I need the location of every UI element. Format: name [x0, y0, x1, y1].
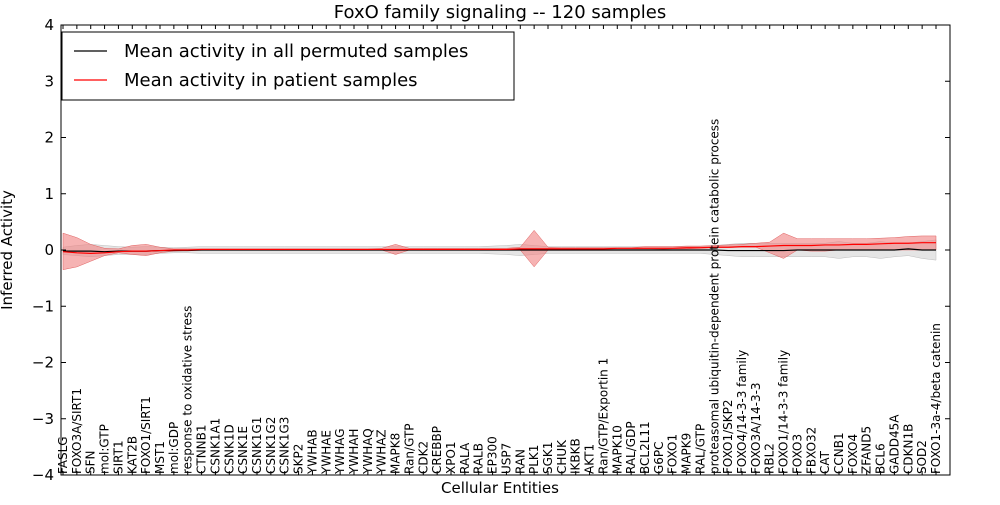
x-category-label: CREBBP: [430, 426, 444, 474]
x-category-label: YWHAB: [305, 429, 319, 475]
x-category-label: CSNK1E: [236, 426, 250, 474]
x-category-label: RALA: [458, 442, 472, 474]
x-category-label: CCNB1: [832, 432, 846, 474]
y-axis-ticks: −4 −3 −2 −1 0 1 2 3 4: [32, 16, 950, 484]
x-category-label: CSNK1D: [222, 424, 236, 474]
x-category-label: SOD2: [915, 440, 929, 474]
x-category-label: FOXO4/14-3-3 family: [735, 350, 749, 474]
x-category-label: KAT2B: [125, 436, 139, 474]
x-category-label: FOXO1/14-3-3 family: [777, 350, 791, 474]
y-tick-label: −4: [32, 466, 54, 484]
x-category-label: YWHAE: [319, 430, 333, 475]
legend-box: [61, 31, 515, 101]
x-category-label: CSNK1G1: [250, 417, 264, 474]
y-tick-label: 4: [44, 16, 54, 34]
x-category-label: RBL2: [763, 443, 777, 474]
y-tick-label: 1: [44, 185, 54, 203]
x-category-label: YWHAH: [347, 429, 361, 475]
x-axis-ticks: [62, 25, 937, 475]
x-category-label: RAL/GDP: [624, 421, 638, 474]
x-category-label: CDK2: [416, 441, 430, 474]
x-category-label: YWHAG: [333, 428, 347, 475]
x-category-label: Ran/GTP: [402, 423, 416, 474]
y-tick-label: −3: [32, 410, 54, 428]
y-tick-label: 2: [44, 129, 54, 147]
x-category-label: mol:GDP: [167, 422, 181, 474]
x-category-label: USP7: [499, 443, 513, 474]
x-category-label: XPO1: [444, 441, 458, 474]
x-category-label: MAPK10: [610, 425, 624, 474]
x-category-label: CHUK: [555, 439, 569, 474]
x-category-label: MAPK9: [680, 433, 694, 474]
y-tick-label: 0: [44, 241, 54, 259]
x-category-label: RAL/GTP: [693, 424, 707, 474]
x-axis-category-labels: FASLG FOXO3A/SIRT1 SFN mol:GTP SIRT1 KAT2B FOX…: [56, 119, 943, 475]
x-category-label: PLK1: [527, 445, 541, 474]
y-tick-label: −1: [32, 297, 54, 315]
x-category-label: CAT: [818, 450, 832, 474]
x-category-label: FOXO1-3a-4/beta catenin: [929, 323, 943, 474]
y-axis-title: Inferred Activity: [0, 190, 16, 310]
x-category-label: SKP2: [292, 444, 306, 474]
x-category-label: FBXO32: [804, 427, 818, 474]
x-category-label: CSNK1A1: [208, 418, 222, 474]
x-category-label: mol:GTP: [98, 424, 112, 474]
x-category-label: MST1: [153, 441, 167, 474]
x-category-label: GADD45A: [887, 414, 901, 474]
x-category-label: CSNK1G2: [264, 417, 278, 474]
legend-label-patient: Mean activity in patient samples: [124, 70, 418, 91]
x-category-label: BCL6: [874, 443, 888, 474]
x-category-label: MAPK8: [389, 433, 403, 474]
x-category-label: FOXO3A/14-3-3: [749, 382, 763, 474]
x-category-label: FOXO1/SIRT1: [139, 396, 153, 474]
x-axis-title: Cellular Entities: [441, 479, 559, 497]
x-category-label: SGK1: [541, 442, 555, 474]
x-category-label: proteasomal ubiquitin-dependent protein …: [707, 119, 721, 474]
y-tick-label: 3: [44, 72, 54, 90]
x-category-label: Ran/GTP/Exportin 1: [596, 358, 610, 474]
x-category-label: FOXO4: [846, 434, 860, 474]
x-category-label: BCL2L11: [638, 421, 652, 474]
x-category-label: CDKN1B: [901, 424, 915, 474]
x-category-label: RAN: [513, 449, 527, 474]
y-tick-label: −2: [32, 354, 54, 372]
line-patient-samples: [62, 242, 936, 254]
x-category-label: response to oxidative stress: [181, 306, 195, 474]
legend: Mean activity in all permuted samples Me…: [61, 31, 515, 101]
legend-label-permuted: Mean activity in all permuted samples: [124, 41, 468, 62]
x-category-label: IKBKB: [569, 438, 583, 474]
x-category-label: SIRT1: [111, 440, 125, 474]
x-category-label: FOXO3: [790, 434, 804, 474]
x-category-label: YWHAZ: [375, 429, 389, 475]
x-category-label: FOXO3A/SIRT1: [70, 388, 84, 474]
x-category-label: ZFAND5: [860, 426, 874, 474]
lines-layer: [62, 242, 936, 254]
x-category-label: YWHAQ: [361, 428, 375, 475]
x-category-label: G6PC: [652, 441, 666, 474]
x-category-label: FASLG: [56, 436, 70, 474]
x-category-label: SFN: [84, 451, 98, 475]
x-category-label: CSNK1G3: [278, 417, 292, 474]
x-category-label: CTNNB1: [195, 424, 209, 474]
x-category-label: AKT1: [583, 444, 597, 474]
x-category-label: FOXO1/SKP2: [721, 399, 735, 474]
x-category-label: FOXO1: [666, 434, 680, 474]
x-category-label: RALB: [472, 443, 486, 474]
x-category-label: EP300: [486, 436, 500, 474]
chart-title: FoxO family signaling -- 120 samples: [334, 2, 666, 23]
